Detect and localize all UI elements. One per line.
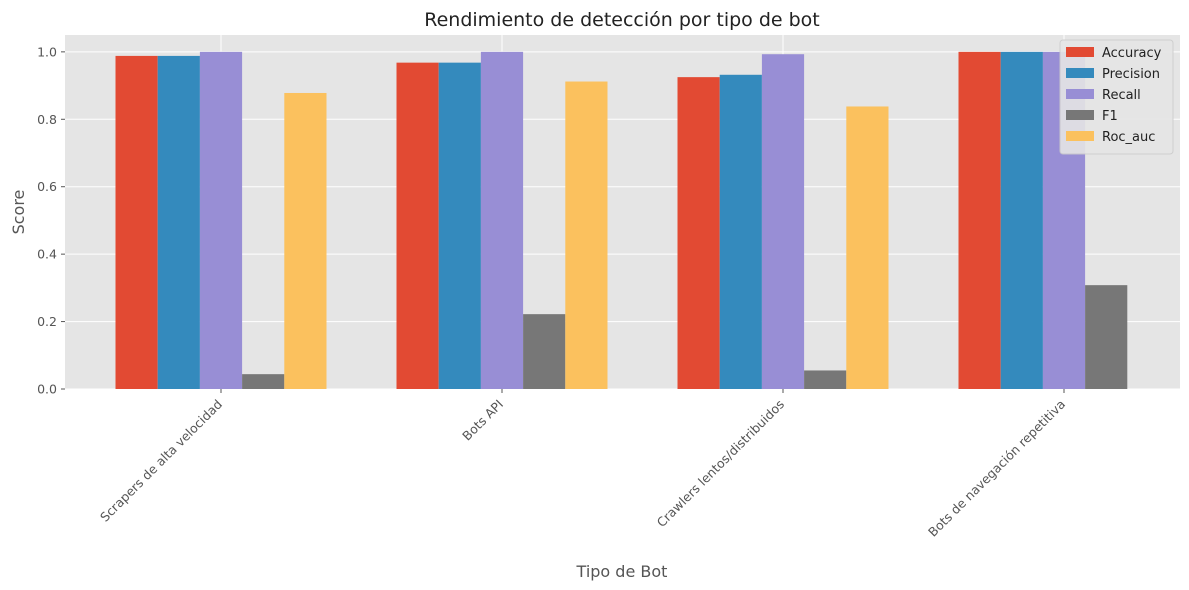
bar-f1-2 (804, 370, 847, 389)
y-axis-label: Score (9, 190, 28, 235)
chart-title: Rendimiento de detección por tipo de bot (424, 9, 820, 31)
legend-label-accuracy: Accuracy (1102, 46, 1162, 61)
bar-precision-1 (438, 62, 481, 389)
legend-label-precision: Precision (1102, 67, 1160, 82)
y-tick-label: 1.0 (37, 44, 57, 59)
bar-accuracy-2 (677, 77, 720, 390)
bar-recall-1 (480, 51, 524, 389)
bar-recall-0 (199, 51, 243, 389)
bar-roc_auc-2 (846, 106, 889, 389)
bar-f1-0 (242, 374, 285, 389)
x-tick-label: Bots de navegación repetitiva (925, 397, 1068, 540)
bar-f1-1 (523, 314, 566, 389)
bar-roc_auc-1 (565, 81, 608, 390)
bar-accuracy-1 (396, 62, 439, 389)
bar-accuracy-0 (115, 55, 158, 389)
x-tick-label: Bots API (459, 397, 506, 444)
legend-swatch-precision (1066, 68, 1094, 78)
y-axis-ticks: 0.0 0.2 0.4 0.6 0.8 1.0 (37, 44, 65, 397)
bar-precision-3 (1000, 51, 1043, 389)
bar-roc_auc-0 (284, 92, 327, 389)
y-tick-label: 0.8 (37, 112, 57, 127)
x-tick-label: Crawlers lentos/distribuidos (654, 397, 787, 530)
legend: Accuracy Precision Recall F1 Roc_auc (1059, 39, 1174, 155)
x-axis-ticks: Scrapers de alta velocidad Bots API Crawle… (97, 389, 1068, 540)
bar-precision-2 (719, 74, 762, 389)
y-tick-label: 0.4 (37, 247, 57, 262)
bar-precision-0 (157, 55, 200, 389)
x-tick-label: Scrapers de alta velocidad (97, 397, 225, 525)
bar-accuracy-3 (958, 51, 1001, 389)
legend-label-roc_auc: Roc_auc (1102, 130, 1155, 145)
legend-swatch-f1 (1066, 110, 1094, 120)
y-tick-label: 0.2 (37, 314, 57, 329)
y-tick-label: 0.0 (37, 382, 57, 397)
legend-swatch-roc_auc (1066, 131, 1094, 141)
bar-recall-2 (761, 54, 805, 390)
bars (115, 51, 1128, 390)
legend-swatch-accuracy (1066, 47, 1094, 57)
x-axis-label: Tipo de Bot (576, 562, 668, 581)
legend-label-recall: Recall (1102, 88, 1141, 103)
y-tick-label: 0.6 (37, 179, 57, 194)
bar-f1-3 (1085, 285, 1128, 389)
legend-label-f1: F1 (1102, 109, 1118, 124)
legend-swatch-recall (1066, 89, 1094, 99)
